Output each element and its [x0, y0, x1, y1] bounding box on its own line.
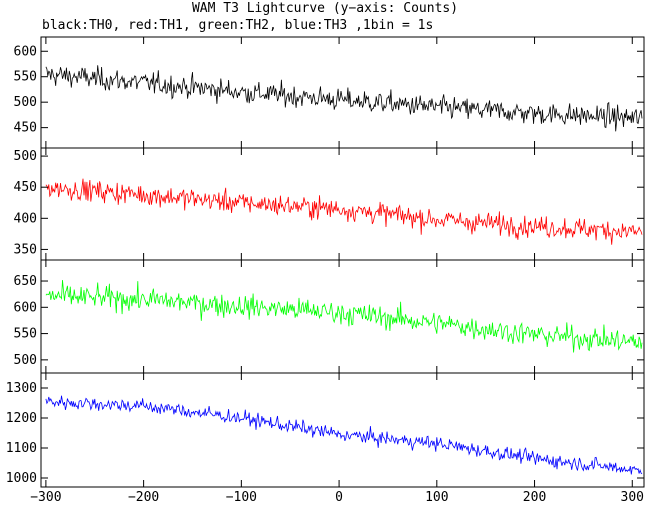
y-tick-label: 500: [14, 149, 37, 164]
y-tick-label: 400: [14, 211, 37, 226]
y-tick-label: 1300: [6, 381, 37, 396]
y-tick-label: 500: [14, 95, 37, 110]
y-tick-label: 550: [14, 70, 37, 85]
panel-frame-3: [40, 259, 645, 374]
x-tick-label: 300: [621, 490, 644, 505]
x-tick-label: 100: [425, 490, 448, 505]
y-tick-label: 500: [14, 353, 37, 368]
x-tick-label: −100: [226, 490, 257, 505]
panel-frame-2: [40, 147, 645, 261]
series-line-th2: [45, 279, 643, 353]
panel-frame-1: [40, 36, 645, 149]
y-tick-label: 1200: [6, 411, 37, 426]
y-tick-label: 450: [14, 121, 37, 136]
y-tick-label: 350: [14, 242, 37, 257]
x-tick-label: 200: [523, 490, 546, 505]
y-tick-label: 550: [14, 327, 37, 342]
panel-frame-4: [40, 372, 645, 488]
series-line-th1: [45, 178, 643, 245]
y-tick-label: 600: [14, 300, 37, 315]
series-line-th3: [45, 395, 643, 475]
y-tick-label: 450: [14, 180, 37, 195]
y-tick-label: 1000: [6, 471, 37, 486]
x-tick-label: 0: [335, 490, 343, 505]
x-tick-label: −300: [30, 490, 61, 505]
x-tick-label: −200: [128, 490, 159, 505]
chart-title: WAM T3 Lightcurve (y−axis: Counts): [191, 1, 459, 16]
y-tick-label: 650: [14, 274, 37, 289]
y-tick-label: 600: [14, 44, 37, 59]
chart-subtitle: black:TH0, red:TH1, green:TH2, blue:TH3 …: [42, 18, 434, 33]
y-tick-label: 1100: [6, 441, 37, 456]
series-line-th0: [45, 65, 643, 132]
